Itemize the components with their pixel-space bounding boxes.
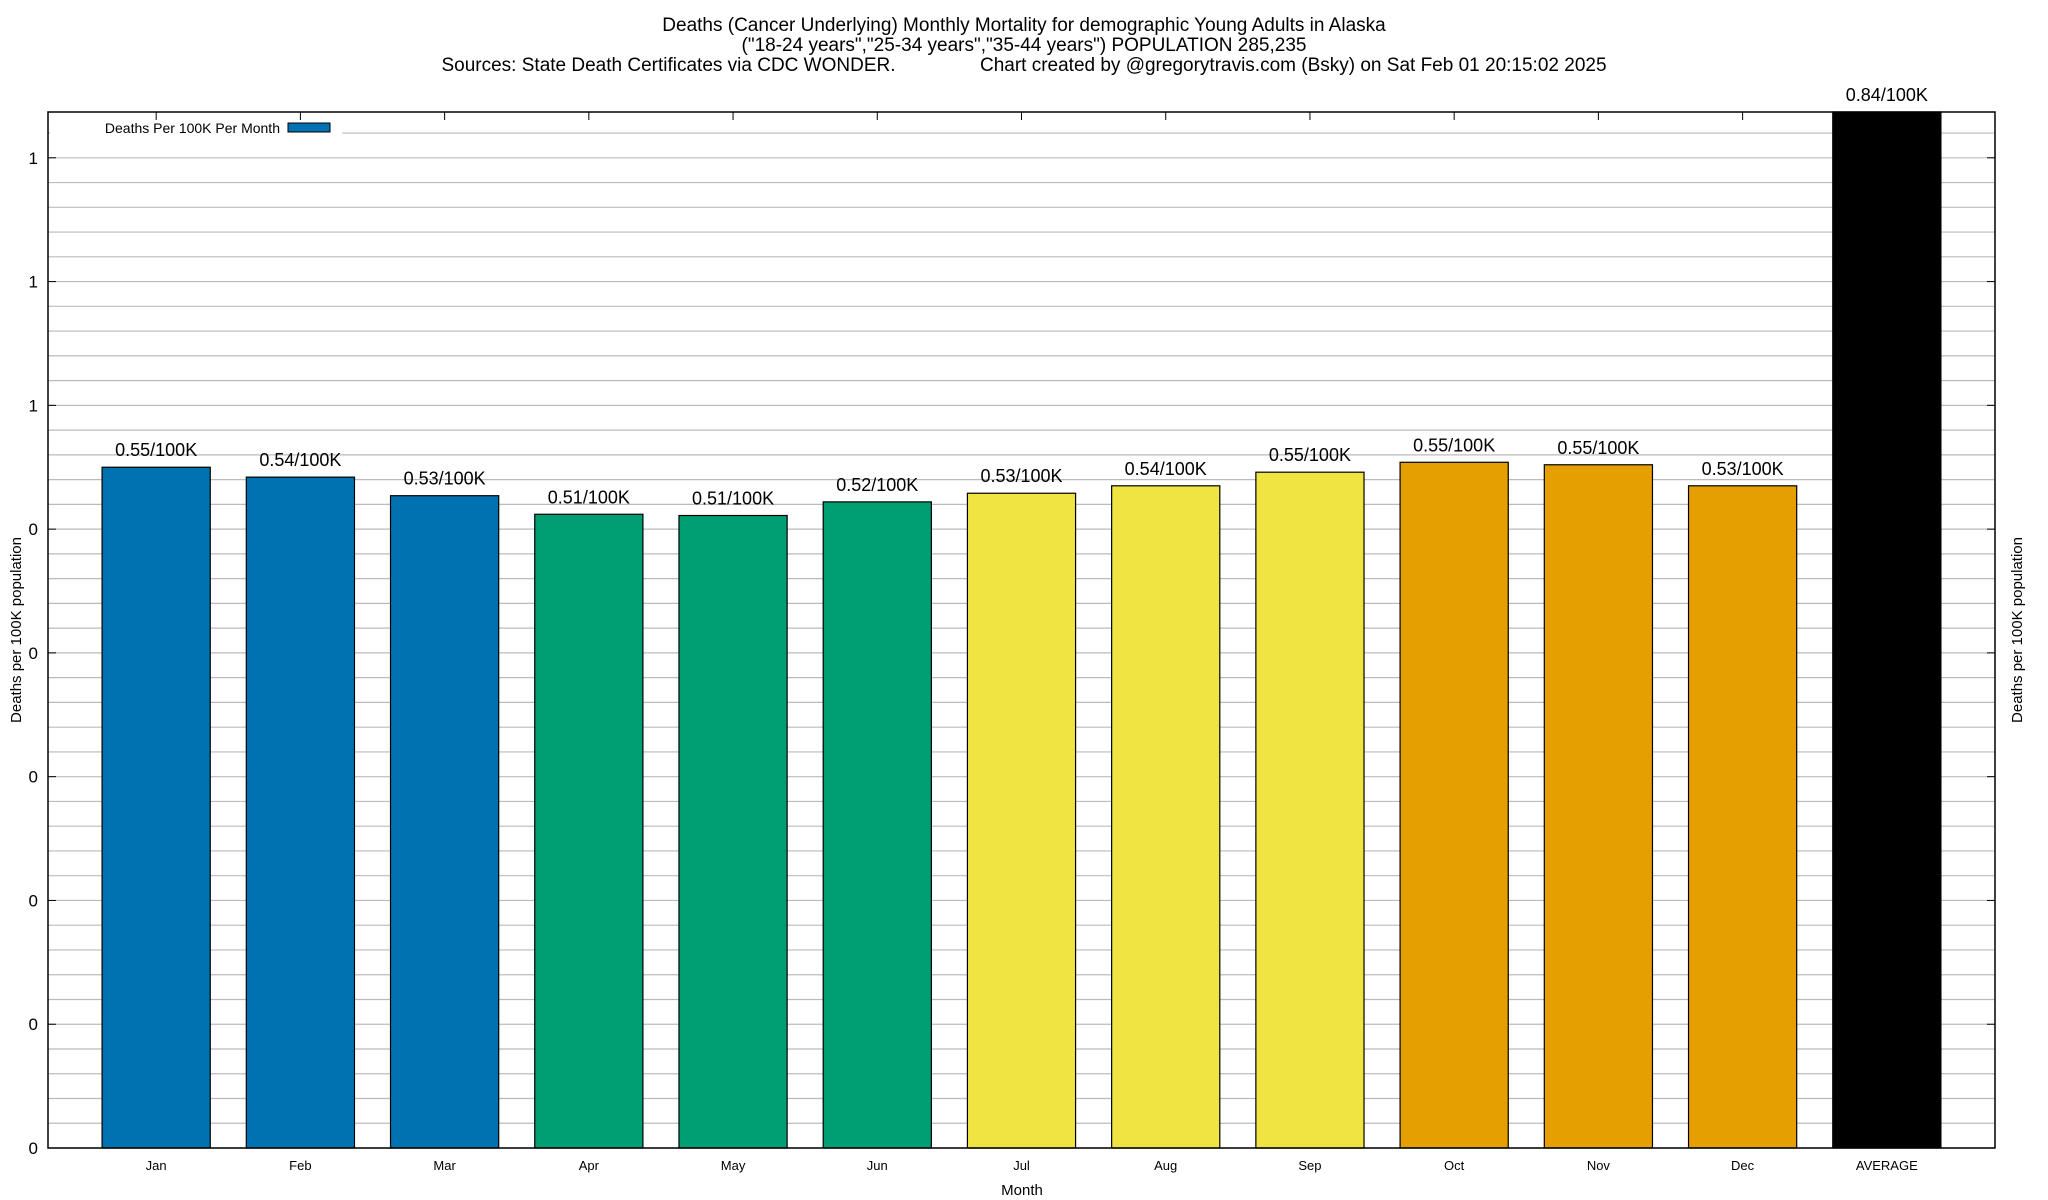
bar-aug (1111, 485, 1221, 1149)
data-label-mar: 0.53/100K (404, 469, 486, 489)
x-tick-label: Apr (579, 1158, 600, 1173)
x-tick-label: Jun (867, 1158, 888, 1173)
legend-background (50, 113, 342, 135)
data-label-dec: 0.53/100K (1702, 459, 1784, 479)
data-label-nov: 0.55/100K (1557, 438, 1639, 458)
y-axis-label-right: Deaths per 100K population (2009, 537, 2026, 723)
data-label-jul: 0.53/100K (980, 466, 1062, 486)
bar-sep (1255, 471, 1365, 1149)
data-label-average: 0.84/100K (1846, 85, 1928, 105)
ticks: 0 0 0 0 0 0 1 1 1 Jan Feb Mar Apr May Jun Jul Aug Sep Oct N… (29, 112, 1995, 1173)
bar-average (1832, 111, 1942, 1149)
y-tick-label: 0 (29, 891, 38, 910)
chart-subtitle: ("18-24 years","25-34 years","35-44 year… (742, 35, 1307, 56)
x-tick-label: May (721, 1158, 746, 1173)
legend-label: Deaths Per 100K Per Month (105, 120, 280, 136)
bar-apr (534, 513, 644, 1149)
y-tick-label: 1 (29, 273, 38, 292)
x-tick-label: Jan (146, 1158, 167, 1173)
chart-title: Deaths (Cancer Underlying) Monthly Morta… (662, 15, 1386, 36)
data-label-may: 0.51/100K (692, 489, 774, 509)
y-tick-label: 0 (29, 644, 38, 663)
data-label-aug: 0.54/100K (1125, 459, 1207, 479)
x-tick-label: Nov (1587, 1158, 1611, 1173)
y-tick-label: 0 (29, 768, 38, 787)
bar-jun (822, 501, 932, 1149)
x-tick-label: Feb (289, 1158, 311, 1173)
data-label-jan: 0.55/100K (115, 440, 197, 460)
y-tick-label: 0 (29, 520, 38, 539)
y-tick-label: 0 (29, 1139, 38, 1158)
data-label-jun: 0.52/100K (836, 475, 918, 495)
x-tick-label: Sep (1298, 1158, 1321, 1173)
x-axis-label: Month (1001, 1182, 1043, 1199)
y-tick-label: 1 (29, 396, 38, 415)
x-tick-label: Mar (433, 1158, 456, 1173)
bar-dec (1687, 485, 1798, 1149)
bar-nov (1543, 464, 1654, 1149)
chart-sources: Sources: State Death Certificates via CD… (441, 55, 1606, 76)
bar-jan (101, 466, 211, 1149)
bar-may (678, 514, 788, 1149)
data-label-apr: 0.51/100K (548, 487, 630, 507)
y-tick-label: 0 (29, 1015, 38, 1034)
x-tick-label: Oct (1444, 1158, 1465, 1173)
x-tick-label: AVERAGE (1856, 1158, 1918, 1173)
bars: 0.55/100K 0.54/100K 0.53/100K 0.51/100K 0.51… (101, 85, 1942, 1149)
x-tick-label: Jul (1013, 1158, 1030, 1173)
bar-jul (966, 492, 1077, 1149)
bar-mar (389, 495, 500, 1149)
data-label-feb: 0.54/100K (259, 450, 341, 470)
y-tick-label: 1 (29, 149, 38, 168)
x-tick-label: Dec (1731, 1158, 1755, 1173)
legend-swatch (287, 122, 331, 133)
data-label-sep: 0.55/100K (1269, 445, 1351, 465)
bar-feb (245, 476, 356, 1149)
x-tick-label: Aug (1154, 1158, 1177, 1173)
data-label-oct: 0.55/100K (1413, 435, 1495, 455)
y-axis-label: Deaths per 100K population (8, 537, 25, 723)
bar-oct (1399, 461, 1509, 1149)
